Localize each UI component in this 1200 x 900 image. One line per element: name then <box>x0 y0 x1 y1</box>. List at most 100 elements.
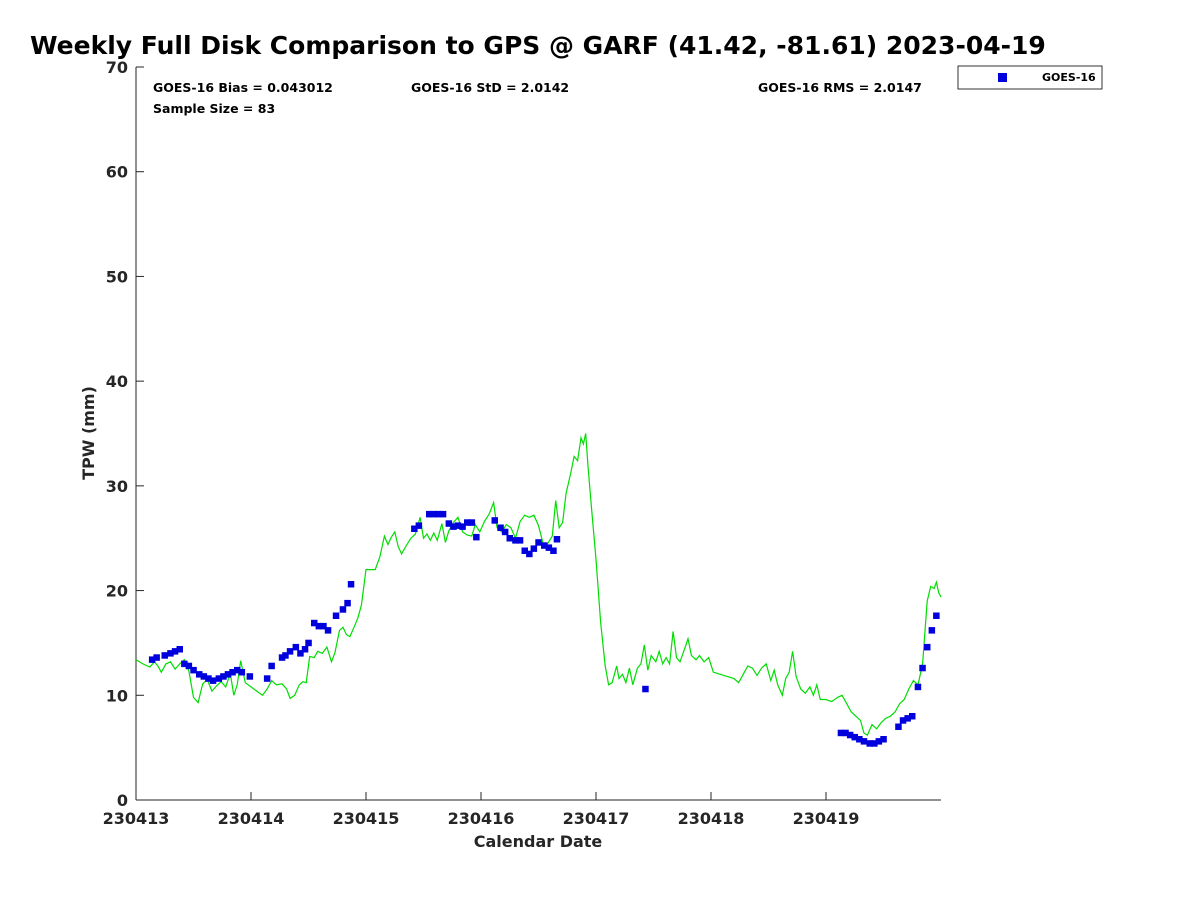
x-tick-label: 230417 <box>563 809 630 828</box>
goes16-data-point <box>866 740 873 747</box>
goes16-data-point <box>530 545 538 552</box>
gps-series-line <box>135 433 942 736</box>
goes16-data-point <box>553 536 561 543</box>
goes16-data-point <box>190 666 197 674</box>
goes16-data-point <box>286 648 294 655</box>
goes16-data-point <box>526 550 533 558</box>
goes16-data-point <box>339 606 347 613</box>
goes16-data-point <box>205 675 212 682</box>
x-tick-label: 230414 <box>218 809 285 828</box>
goes16-data-point <box>454 522 462 529</box>
sample-size-stat: Sample Size = 83 <box>153 101 275 116</box>
y-tick-label: 0 <box>117 791 128 810</box>
rms-stat: GOES-16 RMS = 2.0147 <box>758 80 922 95</box>
goes16-data-point <box>837 729 845 737</box>
goes16-data-point <box>512 537 519 544</box>
plot-area: 0 10 20 30 40 50 60 70 230413 230414 230415 230416 2… <box>103 58 942 828</box>
goes16-data-point <box>426 510 433 518</box>
y-tick-label: 40 <box>106 372 128 391</box>
x-tick-label: 230418 <box>678 809 745 828</box>
y-tick-label: 30 <box>106 477 128 496</box>
goes16-data-point <box>914 683 922 691</box>
goes16-data-point <box>332 612 340 619</box>
x-axis-label: Calendar Date <box>474 832 603 851</box>
goes16-data-point <box>415 522 423 529</box>
goes16-data-point <box>167 650 174 657</box>
goes16-data-point <box>305 639 312 647</box>
x-tick-label: 230415 <box>333 809 400 828</box>
y-axis-label: TPW (mm) <box>79 386 98 480</box>
goes16-data-point <box>324 627 332 634</box>
goes16-data-point <box>344 599 351 607</box>
goes16-data-point <box>501 528 509 536</box>
goes16-data-point <box>535 539 542 546</box>
goes16-data-point <box>148 656 156 663</box>
goes16-data-point <box>856 736 863 743</box>
x-tick-label: 230419 <box>793 809 860 828</box>
goes16-data-point <box>459 523 466 530</box>
goes16-data-point <box>468 519 476 526</box>
goes16-data-point <box>185 662 193 670</box>
goes16-data-point <box>899 717 907 724</box>
goes16-data-point <box>506 535 513 542</box>
goes16-data-point <box>292 643 300 651</box>
goes16-data-point <box>278 654 286 661</box>
goes16-data-point <box>435 510 442 518</box>
goes16-data-point <box>909 713 916 720</box>
y-tick-label: 70 <box>106 58 128 77</box>
goes16-data-point <box>200 673 208 680</box>
goes16-data-point <box>491 517 498 524</box>
goes16-data-point <box>842 729 849 737</box>
goes16-data-point <box>320 622 327 630</box>
goes16-data-point <box>895 723 902 730</box>
goes16-data-point <box>473 533 480 541</box>
goes16-data-point <box>439 510 447 518</box>
goes16-data-point <box>550 547 557 554</box>
goes16-data-point <box>541 542 548 549</box>
legend-box <box>957 65 1103 90</box>
x-tick-label: 230416 <box>448 809 515 828</box>
goes16-data-point <box>315 622 323 630</box>
goes16-data-point <box>430 510 438 518</box>
goes16-data-point <box>229 669 236 676</box>
x-tick-label: 230413 <box>103 809 170 828</box>
goes16-data-point <box>450 523 457 530</box>
goes16-data-point <box>176 646 183 653</box>
goes16-data-point <box>297 650 304 657</box>
goes16-data-point <box>445 520 453 527</box>
goes16-data-point <box>263 675 271 682</box>
goes16-data-point <box>238 669 246 676</box>
goes16-data-point <box>880 736 887 743</box>
goes16-data-point <box>875 738 883 745</box>
goes16-data-point <box>209 677 217 684</box>
goes16-data-point <box>411 525 418 532</box>
y-tick-label: 50 <box>106 267 128 286</box>
goes16-data-point <box>919 664 926 672</box>
goes16-data-point <box>171 648 179 655</box>
legend-marker-goes16 <box>998 73 1007 82</box>
goes16-data-point <box>181 660 188 668</box>
chart-title: Weekly Full Disk Comparison to GPS @ GAR… <box>30 31 1046 60</box>
goes16-data-point <box>642 685 649 693</box>
goes16-data-point <box>851 733 858 741</box>
goes16-data-point <box>220 673 227 680</box>
goes16-data-point <box>497 524 504 531</box>
goes16-data-point <box>545 544 553 551</box>
y-tick-label: 60 <box>106 163 128 182</box>
goes16-data-point <box>268 662 275 670</box>
goes16-data-point <box>347 581 355 588</box>
goes16-data-point <box>282 652 289 659</box>
goes16-data-point <box>161 652 168 659</box>
goes16-data-point <box>234 666 241 674</box>
goes16-data-point <box>224 671 232 678</box>
goes16-data-point <box>928 627 936 634</box>
goes16-data-point <box>464 519 471 526</box>
bias-stat: GOES-16 Bias = 0.043012 <box>153 80 333 95</box>
goes16-data-point <box>196 671 203 678</box>
goes16-data-point <box>301 646 309 653</box>
goes16-data-point <box>246 673 254 680</box>
legend: GOES-16 <box>957 65 1103 90</box>
goes16-data-point <box>846 731 854 739</box>
std-stat: GOES-16 StD = 2.0142 <box>411 80 569 95</box>
